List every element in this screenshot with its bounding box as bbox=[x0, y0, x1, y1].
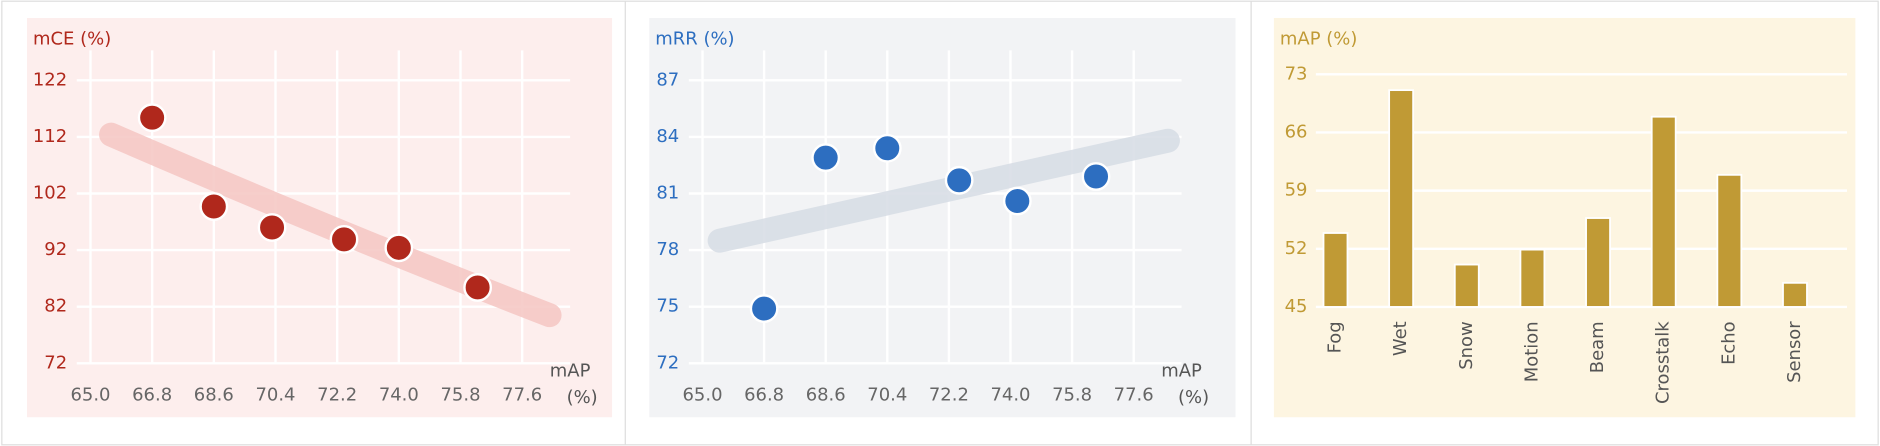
y-tick-label: 75 bbox=[656, 296, 679, 317]
x-tick-label: Beam bbox=[1587, 321, 1608, 373]
y-tick-label: 84 bbox=[656, 126, 679, 147]
point bbox=[329, 224, 359, 254]
y-axis-label: mAP (%) bbox=[1280, 29, 1357, 50]
bar bbox=[1519, 248, 1546, 308]
y-tick-label: 45 bbox=[1285, 296, 1308, 317]
x-tick-label: 74.0 bbox=[379, 385, 419, 406]
trend-line bbox=[707, 128, 1180, 253]
plot-background bbox=[1273, 17, 1856, 418]
point bbox=[944, 165, 974, 195]
x-tick-label: 70.4 bbox=[867, 385, 907, 406]
x-tick-label: 77.6 bbox=[502, 385, 542, 406]
x-tick-label: Echo bbox=[1718, 321, 1739, 365]
y-tick-label: 122 bbox=[33, 69, 67, 90]
x-tick-label: 77.6 bbox=[1114, 385, 1154, 406]
x-tick-label: 75.8 bbox=[440, 385, 480, 406]
point bbox=[137, 103, 167, 133]
y-tick-label: 112 bbox=[33, 126, 67, 147]
x-tick-label: Wet bbox=[1390, 321, 1411, 356]
point bbox=[463, 273, 493, 302]
x-axis-label: mAP (%) bbox=[1161, 361, 1209, 408]
point bbox=[749, 294, 779, 323]
point bbox=[384, 233, 414, 263]
y-tick-label: 52 bbox=[1285, 238, 1308, 259]
x-tick-label: 66.8 bbox=[132, 385, 172, 406]
bar bbox=[1716, 173, 1743, 308]
y-tick-label: 72 bbox=[656, 352, 679, 373]
point bbox=[872, 133, 902, 163]
x-tick-label: 66.8 bbox=[744, 385, 784, 406]
bar bbox=[1585, 217, 1611, 308]
y-axis-label: mRR (%) bbox=[655, 29, 734, 50]
y-tick-label: 87 bbox=[656, 69, 679, 90]
x-tick-label: 74.0 bbox=[990, 385, 1030, 406]
y-axis-label: mCE (%) bbox=[33, 29, 111, 50]
point bbox=[811, 143, 841, 173]
x-tick-label: 75.8 bbox=[1052, 385, 1092, 406]
x-tick-label: 68.6 bbox=[806, 385, 846, 406]
x-tick-label: 65.0 bbox=[683, 385, 723, 406]
point bbox=[199, 192, 229, 221]
y-tick-label: 73 bbox=[1285, 63, 1308, 84]
x-tick-label: Fog bbox=[1324, 321, 1345, 353]
x-tick-label: 68.6 bbox=[194, 385, 234, 406]
y-tick-label: 66 bbox=[1285, 121, 1308, 142]
y-tick-label: 78 bbox=[656, 239, 679, 260]
bar bbox=[1388, 89, 1415, 308]
bar bbox=[1782, 281, 1808, 308]
point bbox=[257, 213, 287, 242]
y-tick-label: 59 bbox=[1285, 180, 1308, 201]
bar bbox=[1650, 115, 1677, 308]
bar bbox=[1322, 232, 1349, 308]
point bbox=[1081, 162, 1111, 191]
x-tick-label: Crosstalk bbox=[1653, 321, 1674, 404]
y-tick-label: 81 bbox=[656, 183, 679, 204]
y-tick-label: 72 bbox=[44, 352, 67, 373]
x-tick-label: 65.0 bbox=[70, 385, 110, 406]
x-tick-label: 72.2 bbox=[929, 385, 969, 406]
y-tick-label: 102 bbox=[33, 183, 67, 204]
x-axis-label: mAP (%) bbox=[550, 361, 598, 408]
x-tick-label: Motion bbox=[1521, 321, 1542, 382]
y-tick-label: 92 bbox=[44, 239, 67, 260]
x-tick-label: 72.2 bbox=[317, 385, 357, 406]
x-tick-label: Sensor bbox=[1784, 321, 1805, 383]
y-tick-label: 82 bbox=[44, 296, 67, 317]
point bbox=[1002, 186, 1032, 216]
plot-background bbox=[649, 17, 1236, 418]
x-tick-label: Snow bbox=[1456, 321, 1477, 369]
bar bbox=[1453, 263, 1480, 308]
x-tick-label: 70.4 bbox=[255, 385, 295, 406]
